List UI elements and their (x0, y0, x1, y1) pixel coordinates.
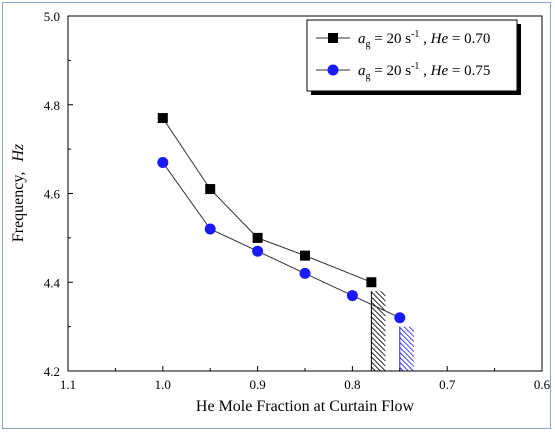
hatch-line (399, 362, 409, 371)
hatch-line (399, 347, 415, 362)
y-tick-label: 4.2 (44, 364, 60, 379)
hatch-line (371, 296, 386, 312)
hatch-line (371, 326, 386, 342)
y-axis-title-unit: Hz (10, 143, 27, 163)
hatch-line (399, 367, 404, 371)
data-point (252, 245, 264, 257)
hatch-line (399, 327, 415, 342)
hatch-line (399, 342, 415, 357)
hatch-line (371, 356, 386, 371)
hatch-line (371, 382, 385, 396)
data-point (204, 223, 216, 235)
hatch-line (400, 377, 414, 391)
hatch-line (375, 291, 386, 302)
x-axis-title: He Mole Fraction at Curtain Flow (196, 398, 415, 415)
hatch-line (371, 361, 382, 371)
hatched-regions (370, 291, 415, 396)
y-axis-title: Frequency, Hz (10, 143, 27, 242)
y-tick-label: 4.6 (44, 187, 61, 202)
hatch-line (371, 291, 386, 307)
hatched-region (399, 326, 415, 396)
hatch-line (371, 366, 377, 371)
x-tick-label: 0.6 (534, 377, 551, 392)
x-tick-label: 0.9 (249, 377, 265, 392)
data-point (252, 232, 263, 243)
hatch-line (371, 377, 385, 391)
hatch-line (403, 326, 415, 337)
hatch-line (371, 301, 386, 317)
hatch-line (371, 311, 386, 327)
hatch-line (371, 316, 386, 332)
data-point (157, 113, 168, 124)
hatch-line (399, 337, 415, 352)
series-markers (157, 113, 406, 324)
y-tick-label: 4.4 (44, 275, 61, 290)
hatch-line (371, 306, 386, 322)
hatch-line (400, 382, 414, 396)
data-point (205, 184, 216, 195)
hatch-line (371, 336, 386, 352)
hatch-line (371, 346, 386, 362)
data-point (346, 290, 358, 302)
series-line-2 (162, 162, 401, 319)
x-tick-label: 0.7 (439, 377, 456, 392)
hatch-line (371, 331, 386, 347)
legend: ag = 20 s-1 , He = 0.70 ag = 20 s-1 , He … (306, 19, 521, 95)
legend-marker (327, 64, 339, 76)
x-tick-label: 1.0 (155, 377, 171, 392)
hatch-line (399, 357, 414, 371)
data-point (299, 267, 311, 279)
hatched-region (370, 291, 386, 396)
data-point (394, 312, 406, 324)
legend-label: ag = 20 s-1 , He = 0.75 (358, 61, 490, 82)
hatch-line (399, 332, 415, 347)
series-line-1 (162, 117, 372, 283)
hatch-line (371, 372, 385, 386)
hatch-line (400, 372, 414, 386)
x-tick-label: 1.1 (60, 377, 76, 392)
legend-box (306, 19, 518, 92)
hatch-line (371, 321, 386, 337)
legend-marker (328, 33, 338, 43)
y-tick-label: 4.8 (44, 98, 60, 113)
series-lines (162, 117, 401, 319)
hatch-line (380, 291, 386, 297)
data-point (157, 156, 169, 168)
hatch-line (371, 351, 386, 367)
data-point (366, 277, 377, 288)
hatch-line (371, 341, 386, 357)
y-axis-title-text: Frequency, (10, 172, 27, 243)
x-axis-ticks: 1.1 1.0 0.9 0.8 0.7 0.6 (60, 366, 551, 392)
data-point (300, 250, 310, 261)
x-tick-label: 0.8 (344, 377, 360, 392)
hatch-line (399, 352, 415, 367)
y-axis-ticks: 4.2 4.4 4.6 4.8 5.0 (44, 9, 73, 379)
legend-label: ag = 20 s-1 , He = 0.70 (358, 29, 490, 50)
hatch-line (408, 326, 415, 332)
y-tick-label: 5.0 (44, 9, 60, 24)
